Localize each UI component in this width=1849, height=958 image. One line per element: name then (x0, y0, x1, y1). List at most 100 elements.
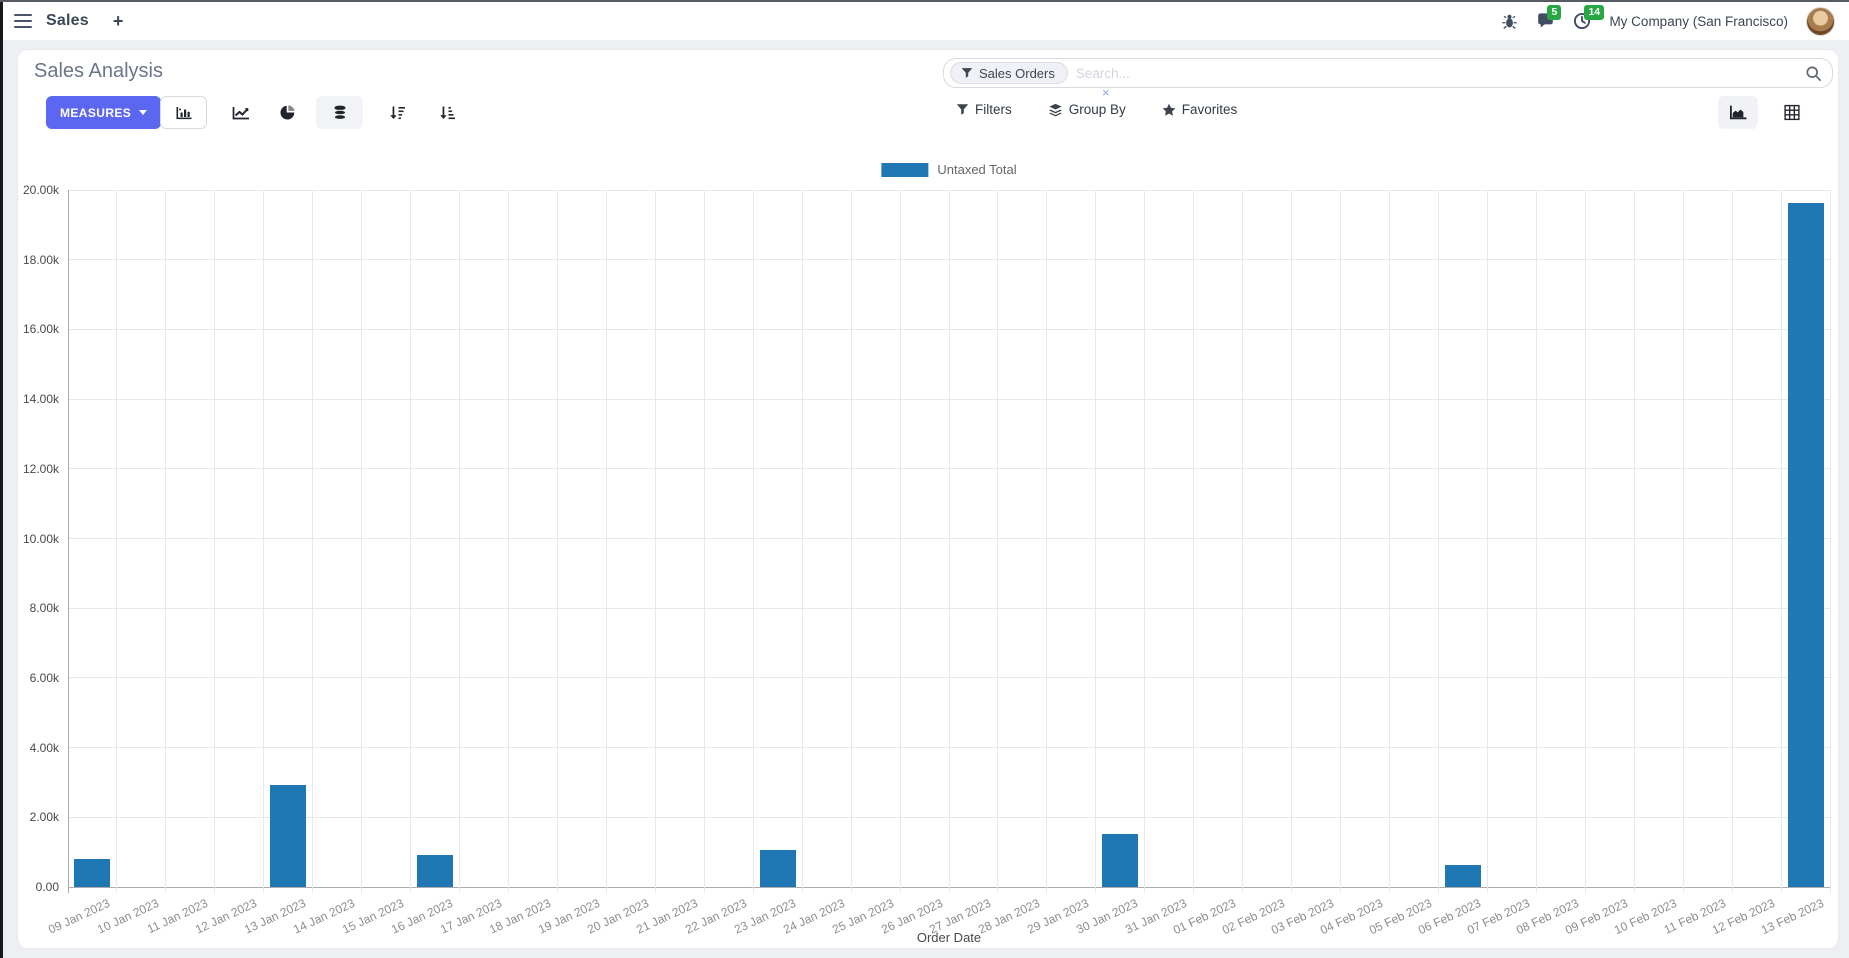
x-gridline (654, 190, 656, 893)
y-tick-label: 18.00k (22, 252, 59, 267)
chart-legend[interactable]: Untaxed Total (881, 162, 1017, 177)
bar-09-jan-2023[interactable] (74, 859, 111, 887)
x-gridline (67, 190, 69, 893)
x-gridline (1193, 190, 1195, 893)
control-panel-row: MEASURES (34, 96, 1822, 132)
search-input[interactable] (1067, 65, 1805, 81)
search-icon[interactable] (1805, 65, 1822, 82)
y-tick-label: 6.00k (29, 670, 59, 685)
bar-13-jan-2023[interactable] (270, 784, 307, 887)
apps-menu-icon[interactable] (14, 14, 32, 28)
x-gridline (556, 190, 558, 893)
y-tick-label: 4.00k (29, 740, 59, 755)
x-gridline (899, 190, 901, 893)
x-gridline (1633, 190, 1635, 893)
x-gridline (1291, 190, 1293, 893)
sort-ascending-button[interactable] (432, 96, 462, 129)
y-tick-label: 12.00k (22, 461, 59, 476)
x-gridline (1780, 190, 1782, 893)
legend-label[interactable]: Untaxed Total (937, 162, 1017, 177)
activities-badge: 14 (1584, 5, 1605, 21)
app-title[interactable]: Sales (46, 12, 89, 29)
measures-button[interactable]: MEASURES (46, 96, 162, 129)
x-gridline (410, 190, 412, 893)
y-tick-label: 16.00k (22, 322, 59, 337)
company-switcher[interactable]: My Company (San Francisco) (1609, 13, 1788, 29)
filters-button[interactable]: Filters (956, 102, 1012, 117)
x-gridline (801, 190, 803, 893)
x-gridline (459, 190, 461, 893)
pie-chart-mode-button[interactable] (272, 96, 302, 129)
x-gridline (508, 190, 509, 893)
x-gridline (1046, 190, 1048, 893)
x-gridline (703, 190, 705, 893)
x-gridline (361, 190, 363, 893)
layers-icon (1048, 103, 1063, 117)
x-gridline (1437, 190, 1439, 893)
x-gridline (605, 190, 607, 893)
x-gridline (1095, 190, 1097, 893)
plot-area: 0.00 2.00k 4.00k 6.00k 8.00k 10.00k 12.00k 14.0… (23, 183, 1831, 937)
navbar-right: 5 14 My Company (San Francisco) (1501, 5, 1835, 36)
y-tick-label: 10.00k (22, 531, 59, 546)
x-gridline (1584, 190, 1586, 893)
x-gridline (997, 190, 999, 893)
messages-icon[interactable]: 5 (1536, 5, 1562, 30)
legend-swatch[interactable] (881, 162, 929, 177)
x-gridline (263, 190, 265, 893)
bar-16-jan-2023[interactable] (417, 854, 454, 887)
x-gridline (1144, 190, 1146, 893)
favorites-button[interactable]: Favorites (1162, 102, 1237, 117)
x-gridline (214, 190, 216, 893)
x-tick-label: 13 Feb 2023 (1758, 896, 1826, 938)
y-tick-label: 14.00k (22, 392, 59, 407)
search-options: Filters Group By Favorites (956, 102, 1237, 117)
line-chart-mode-button[interactable] (226, 96, 256, 129)
user-avatar[interactable] (1806, 6, 1835, 36)
bar-30-jan-2023[interactable] (1102, 834, 1139, 887)
window-top-edge (0, 0, 1849, 2)
bar-06-feb-2023[interactable] (1444, 865, 1481, 887)
window-left-edge (0, 0, 3, 958)
new-tab-button[interactable]: + (112, 11, 124, 31)
caret-down-icon (139, 110, 148, 115)
navbar-left: Sales + (14, 12, 123, 30)
x-gridline (116, 190, 118, 893)
bar-13-feb-2023[interactable] (1787, 202, 1824, 887)
stacked-toggle-button[interactable] (316, 96, 363, 129)
y-tick-label: 8.00k (29, 601, 59, 616)
x-gridline (1486, 190, 1488, 893)
x-gridline (850, 190, 852, 893)
x-gridline (1731, 190, 1733, 893)
y-tick-label: 0.00 (35, 880, 59, 894)
x-gridline (1242, 190, 1244, 893)
graph-view-button[interactable] (1718, 96, 1758, 129)
x-gridline (1829, 190, 1831, 893)
search-facet-sales-orders[interactable]: Sales Orders (950, 62, 1068, 84)
x-gridline (948, 190, 950, 893)
pivot-view-button[interactable] (1772, 96, 1812, 129)
x-axis-title: Order Date (916, 930, 982, 945)
top-navbar: Sales + 5 14 My Company (San Francisco) (0, 2, 1849, 40)
page-title: Sales Analysis (34, 60, 163, 82)
sort-descending-button[interactable] (382, 96, 412, 129)
bar-chart-mode-button[interactable] (160, 96, 207, 129)
facet-remove-icon[interactable]: × (1102, 85, 1110, 100)
x-gridline (1340, 190, 1342, 893)
view-switcher (1718, 96, 1812, 129)
search-bar[interactable]: Sales Orders × (943, 58, 1833, 99)
x-gridline (1535, 190, 1537, 893)
x-gridline (1682, 190, 1684, 893)
group-by-button[interactable]: Group By (1048, 102, 1126, 117)
search-facet-label: Sales Orders (979, 65, 1055, 81)
bar-23-jan-2023[interactable] (759, 850, 796, 887)
x-gridline (312, 190, 314, 893)
debug-bug-icon[interactable] (1501, 13, 1518, 30)
y-tick-label: 20.00k (22, 183, 59, 197)
y-tick-label: 2.00k (29, 810, 59, 825)
activities-clock-icon[interactable]: 14 (1573, 5, 1605, 30)
content-card: Sales Analysis Sales Orders × MEASURES (18, 50, 1838, 948)
x-gridline (752, 190, 754, 893)
x-gridline (165, 190, 167, 893)
